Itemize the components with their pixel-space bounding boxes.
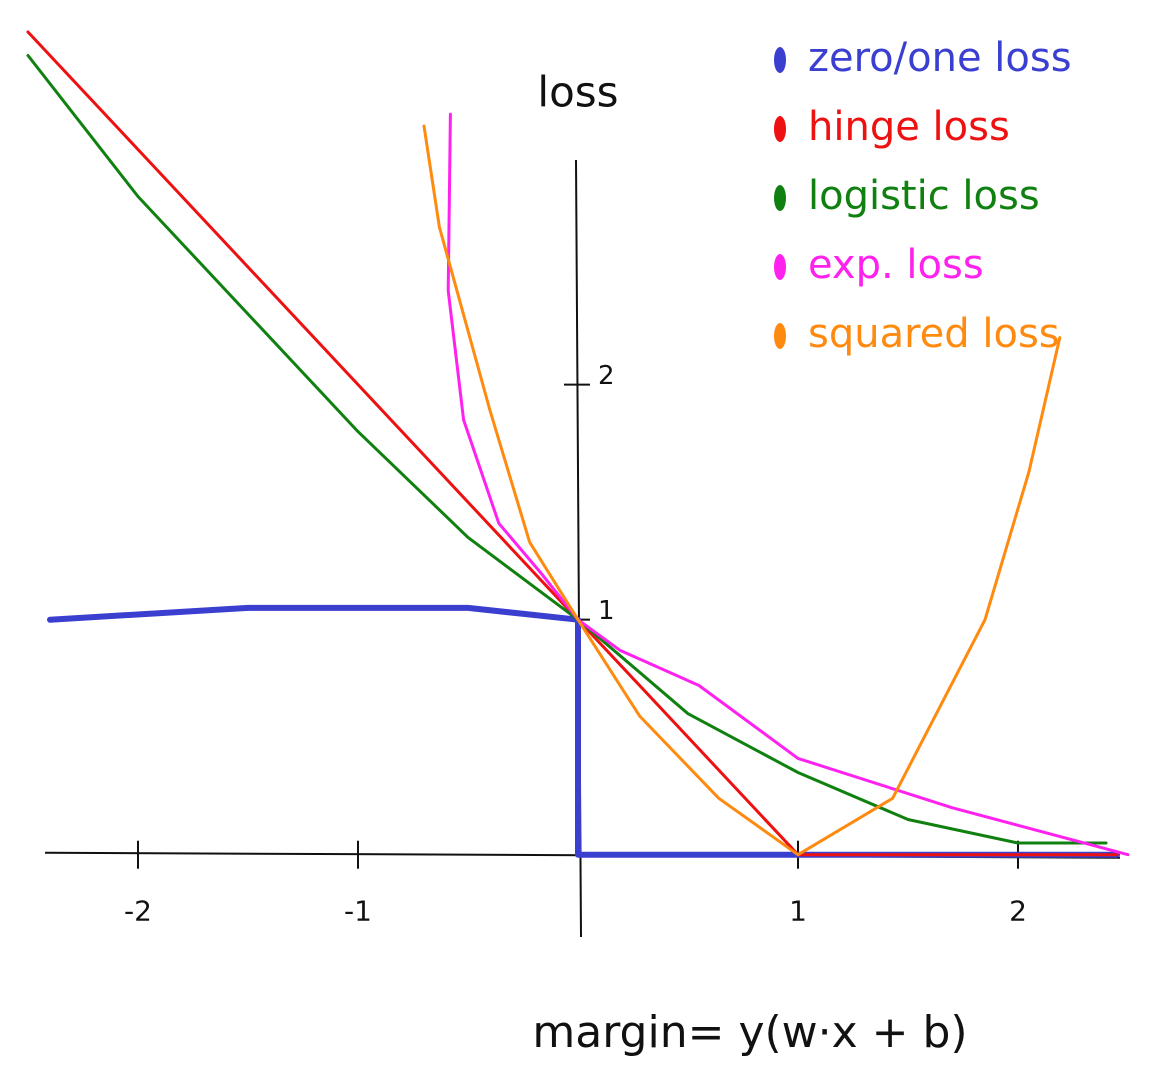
y-tick-label: 2 (598, 361, 615, 391)
loss-curve (50, 608, 1117, 855)
legend-label: zero/one loss (808, 35, 1072, 81)
legend-marker (774, 323, 786, 349)
loss-curve (28, 32, 1117, 855)
x-tick-label: -2 (124, 895, 152, 928)
legend-marker (774, 185, 786, 211)
y-axis-label: loss (537, 68, 618, 117)
legend-label: squared loss (808, 311, 1060, 357)
legend-label: hinge loss (808, 104, 1010, 150)
x-axis-label: margin= y(w·x + b) (532, 1007, 967, 1058)
chart: loss margin= y(w·x + b) -2 -1 1 2 1 2 zero/one… (0, 0, 1149, 1079)
legend-label: exp. loss (808, 242, 984, 288)
legend-marker (774, 116, 786, 142)
loss-curve (424, 126, 1060, 855)
page: loss margin= y(w·x + b) -2 -1 1 2 1 2 zero/one… (0, 0, 1149, 1079)
x-tick-label: 1 (789, 895, 807, 928)
y-tick-label: 1 (598, 596, 615, 626)
legend-marker (774, 254, 786, 280)
legend-label: logistic loss (808, 173, 1040, 219)
legend-marker (774, 47, 786, 73)
x-tick-label: -1 (344, 895, 372, 928)
x-tick-label: 2 (1009, 895, 1027, 928)
